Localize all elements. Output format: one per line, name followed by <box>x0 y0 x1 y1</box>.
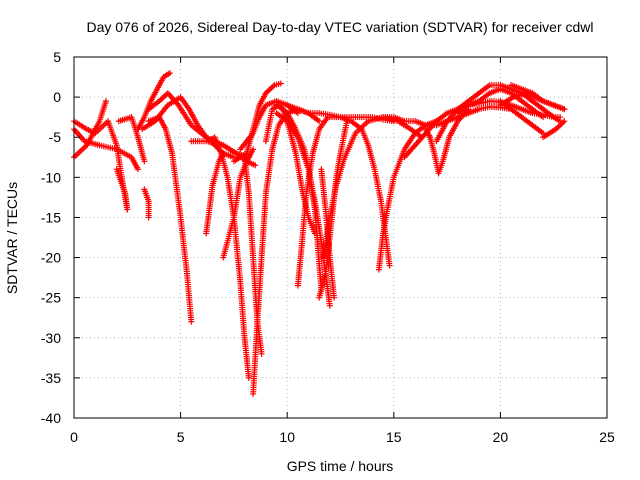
data-point <box>134 166 141 173</box>
series-arc-6 <box>134 70 173 133</box>
y-tick-label: 0 <box>53 89 61 105</box>
series-arc-8 <box>145 114 195 325</box>
y-axis-label: SDTVAR / TECUs <box>4 182 20 294</box>
data-point <box>561 118 568 125</box>
y-tick-label: -10 <box>41 169 61 185</box>
data-point <box>124 206 131 213</box>
series-arc-20 <box>273 102 318 237</box>
y-tick-label: 5 <box>53 49 61 65</box>
data-point <box>166 70 173 77</box>
series-arc-28 <box>375 118 440 273</box>
data-point <box>386 262 393 269</box>
y-tick-label: -15 <box>41 209 61 225</box>
x-tick-label: 0 <box>70 429 78 445</box>
axis-ticks <box>73 56 608 419</box>
y-tick-label: -35 <box>41 370 61 386</box>
series-arc-4 <box>113 166 131 213</box>
y-tick-label: -20 <box>41 250 61 266</box>
data-point <box>331 294 338 301</box>
data-point <box>141 158 148 165</box>
series-arc-25 <box>318 166 338 301</box>
y-tick-label: -40 <box>41 410 61 426</box>
y-tick-label: -5 <box>49 129 62 145</box>
series-arc-7 <box>141 186 152 221</box>
data-point <box>561 106 568 113</box>
x-tick-label: 15 <box>386 429 402 445</box>
series-arc-27 <box>326 114 393 269</box>
data-point <box>188 318 195 325</box>
x-axis-label: GPS time / hours <box>287 458 394 474</box>
series-arc-31 <box>422 106 472 177</box>
series-arc-37 <box>497 90 568 113</box>
series-arc-23 <box>294 114 331 289</box>
tick-labels: 0 5 10 15 20 25 5 0 -5 -10 -15 -20 -25 -30 -35 -40 <box>41 49 615 445</box>
x-tick-label: 10 <box>279 429 295 445</box>
series-arc-36 <box>540 118 568 141</box>
data-point <box>540 114 547 121</box>
series-arc-3 <box>71 126 141 173</box>
data-point <box>245 374 252 381</box>
y-tick-label: -25 <box>41 290 61 306</box>
x-tick-label: 20 <box>493 429 509 445</box>
data-point <box>311 230 318 237</box>
data-point <box>326 302 333 309</box>
plot-frame <box>73 56 608 419</box>
data-marks <box>71 70 568 397</box>
data-point <box>277 80 284 87</box>
x-tick-label: 5 <box>177 429 185 445</box>
data-point <box>250 146 257 153</box>
y-tick-label: -30 <box>41 330 61 346</box>
series-arc-26 <box>320 114 425 261</box>
chart-title: Day 076 of 2026, Sidereal Day-to-day VTE… <box>86 19 593 35</box>
data-point <box>258 350 265 357</box>
data-point <box>316 118 323 125</box>
data-point <box>145 214 152 221</box>
series-arc-18 <box>241 154 265 357</box>
data-point <box>102 98 109 105</box>
data-point <box>252 162 259 169</box>
x-tick-label: 25 <box>599 429 615 445</box>
